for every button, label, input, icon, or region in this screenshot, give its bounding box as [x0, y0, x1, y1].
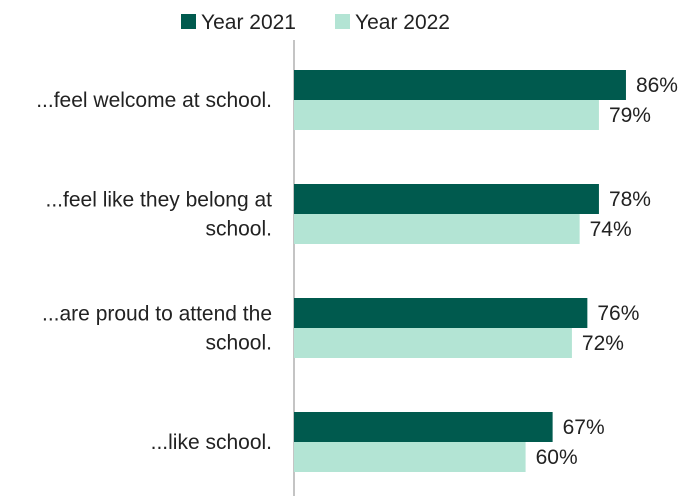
legend-label: Year 2022 — [355, 11, 450, 34]
data-label: 60% — [536, 446, 578, 469]
data-label: 76% — [597, 302, 639, 325]
legend: Year 2021 Year 2022 — [181, 11, 450, 34]
bar-year-2022-3 — [294, 442, 526, 472]
category-label: ...like school. — [151, 431, 272, 454]
bar-year-2022-2 — [294, 328, 572, 358]
category-label: ...are proud to attend the — [42, 303, 272, 326]
data-label: 72% — [582, 332, 624, 355]
legend-label: Year 2021 — [201, 11, 296, 34]
bar-year-2022-0 — [294, 100, 599, 130]
bar-year-2021-3 — [294, 412, 553, 442]
category-labels: ...feel welcome at school. ...feel like t… — [36, 89, 272, 454]
data-label: 74% — [590, 218, 632, 241]
data-label: 79% — [609, 104, 651, 127]
legend-swatch — [181, 14, 196, 29]
category-label: ...feel like they belong at — [46, 189, 273, 212]
bar-year-2021-1 — [294, 184, 599, 214]
legend-swatch — [335, 14, 350, 29]
value-labels: 86% 78% 76% 67% 79% 74% 72% 60% — [536, 74, 678, 469]
data-label: 67% — [563, 416, 605, 439]
category-label: school. — [205, 332, 272, 355]
bars — [294, 70, 626, 472]
category-label: school. — [205, 218, 272, 241]
data-label: 86% — [636, 74, 678, 97]
bar-year-2021-0 — [294, 70, 626, 100]
data-label: 78% — [609, 188, 651, 211]
bar-year-2021-2 — [294, 298, 588, 328]
bar-year-2022-1 — [294, 214, 580, 244]
category-label: ...feel welcome at school. — [36, 89, 272, 112]
